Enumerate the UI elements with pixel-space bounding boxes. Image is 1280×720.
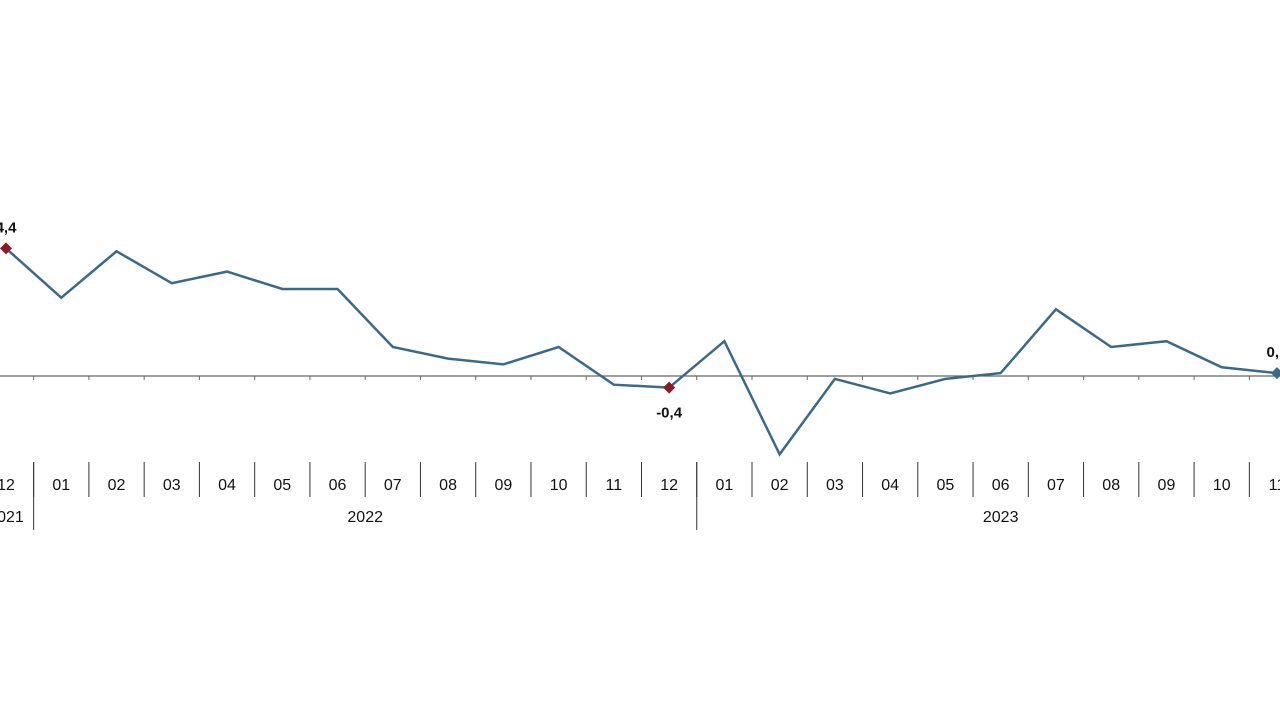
x-tick-label: 08: [1102, 477, 1120, 494]
x-group-label: 2021: [0, 509, 24, 526]
x-tick-label: 11: [606, 477, 623, 494]
x-tick-label: 07: [1047, 477, 1065, 494]
x-tick-label: 08: [439, 477, 457, 494]
x-tick-label: 04: [218, 477, 236, 494]
marker: [1270, 367, 1280, 380]
x-tick-label: 04: [881, 477, 899, 494]
marker: [663, 381, 676, 394]
x-tick-label: 11: [1269, 477, 1280, 494]
x-tick-label: 03: [163, 477, 181, 494]
x-tick-label: 10: [1213, 477, 1231, 494]
x-tick-label: 05: [273, 477, 291, 494]
data-label: 0,1: [1267, 344, 1280, 361]
x-tick-label: 01: [715, 477, 733, 494]
x-tick-label: 12: [0, 477, 15, 494]
x-tick-label: 09: [494, 477, 512, 494]
line: [5, 247, 1278, 457]
x-tick-label: 07: [384, 477, 402, 494]
x-group-label: 2023: [983, 509, 1019, 526]
x-tick-label: 02: [771, 477, 789, 494]
x-group-label: 2022: [347, 509, 383, 526]
x-tick-label: 12: [660, 477, 678, 494]
x-tick-label: 06: [992, 477, 1010, 494]
x-tick-label: 01: [52, 477, 70, 494]
data-label: -0,4: [656, 405, 683, 422]
x-tick-label: 03: [826, 477, 844, 494]
marker: [0, 242, 12, 255]
x-tick-label: 10: [550, 477, 568, 494]
x-tick-label: 02: [108, 477, 126, 494]
data-label: 4,4: [0, 219, 17, 236]
x-tick-label: 06: [329, 477, 347, 494]
x-tick-label: 05: [937, 477, 955, 494]
x-tick-label: 09: [1158, 477, 1176, 494]
